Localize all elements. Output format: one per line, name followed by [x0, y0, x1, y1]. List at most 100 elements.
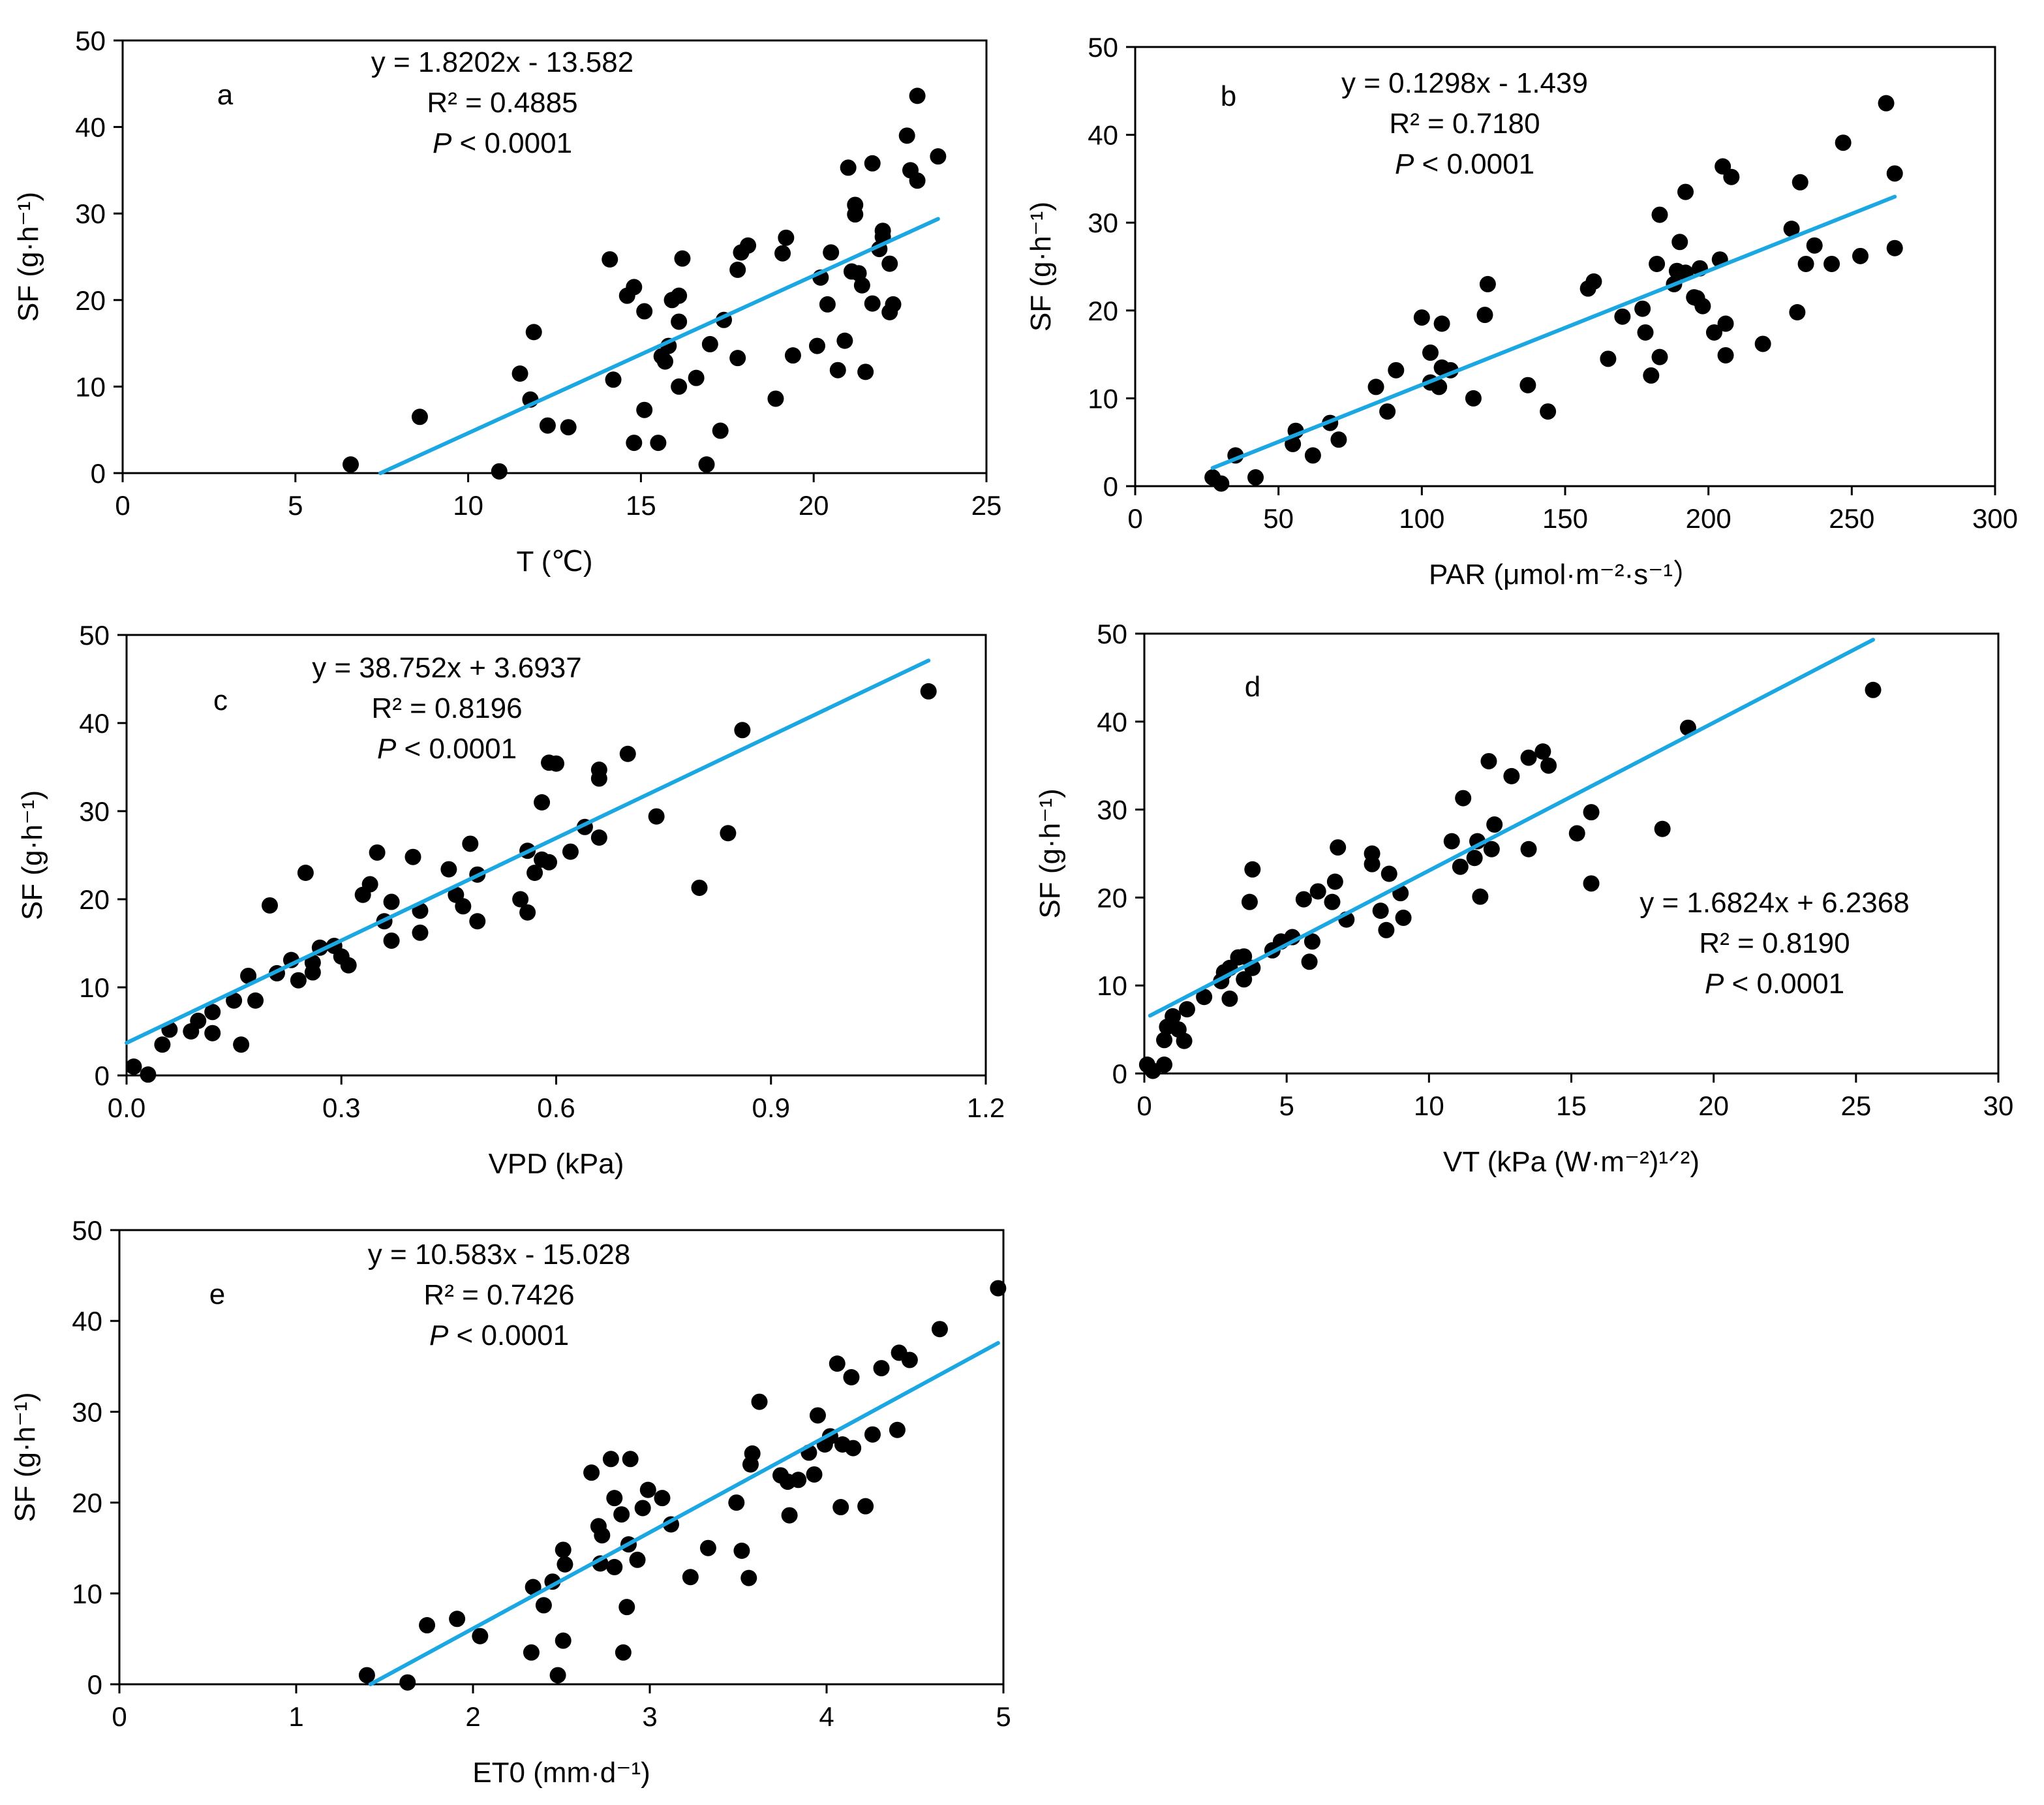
- data-point: [1285, 435, 1302, 452]
- data-point: [1634, 300, 1651, 317]
- x-axis-label: ET0 (mm·d⁻¹): [472, 1757, 650, 1789]
- x-axis-label: T (℃): [516, 546, 592, 578]
- data-point: [1519, 377, 1536, 393]
- data-point: [1717, 347, 1734, 363]
- data-point: [885, 296, 902, 313]
- data-point: [1705, 324, 1722, 341]
- y-tick-label: 20: [72, 1488, 102, 1519]
- x-tick-label: 300: [1972, 503, 2018, 534]
- y-tick-label: 0: [87, 1669, 102, 1700]
- data-point: [369, 844, 386, 861]
- data-point: [622, 1451, 639, 1468]
- data-point: [399, 1674, 416, 1691]
- data-point: [383, 932, 400, 949]
- data-point: [613, 1506, 630, 1523]
- data-point: [419, 1617, 436, 1634]
- data-point: [549, 1667, 566, 1684]
- data-point: [539, 417, 556, 434]
- data-point: [898, 127, 915, 144]
- data-point: [990, 1280, 1007, 1297]
- data-point: [778, 229, 795, 246]
- data-point: [701, 335, 718, 352]
- data-point: [881, 255, 898, 272]
- chart-c: 0.0 0.3 0.6 0.9 1.2 0 10 20 30 40 50 VPD (kPa) SF (g…: [16, 620, 1005, 1180]
- data-point: [889, 1421, 906, 1438]
- regression-equation: y = 1.6824x + 6.2368: [1640, 887, 1909, 919]
- y-tick-label: 10: [72, 1579, 102, 1609]
- data-point: [744, 1445, 761, 1462]
- data-point: [1671, 234, 1688, 251]
- data-point: [1465, 390, 1482, 407]
- data-point: [1717, 315, 1734, 332]
- x-tick-label: 0: [115, 490, 130, 521]
- data-point: [1364, 845, 1380, 862]
- x-tick-label: 50: [1263, 503, 1294, 534]
- y-tick-label: 10: [79, 972, 110, 1003]
- x-tick-label: 0.0: [108, 1092, 145, 1123]
- data-point: [404, 848, 421, 865]
- x-tick-label: 200: [1686, 503, 1731, 534]
- data-point: [1330, 839, 1347, 856]
- data-point: [1380, 865, 1397, 882]
- y-tick-label: 30: [72, 1396, 102, 1427]
- data-point: [729, 350, 746, 367]
- data-point: [874, 223, 891, 239]
- data-point: [1330, 431, 1347, 448]
- data-point: [650, 435, 667, 452]
- data-point: [784, 347, 801, 364]
- data-point: [1309, 883, 1326, 900]
- data-point: [734, 722, 751, 739]
- data-point: [1379, 403, 1396, 420]
- data-point: [1176, 1032, 1193, 1049]
- data-point: [1534, 743, 1551, 760]
- data-point: [411, 409, 428, 425]
- data-point: [740, 237, 757, 254]
- data-point: [1568, 825, 1585, 842]
- data-point: [511, 365, 528, 382]
- x-tick-label: 1.2: [967, 1092, 1005, 1123]
- x-tick-label: 0: [112, 1701, 127, 1732]
- data-point: [605, 371, 622, 388]
- x-tick-label: 20: [799, 490, 829, 521]
- data-point: [340, 957, 357, 974]
- data-point: [525, 1579, 542, 1596]
- data-point: [1304, 933, 1320, 950]
- data-point: [626, 279, 643, 296]
- y-tick-label: 20: [1097, 882, 1127, 913]
- y-tick-label: 0: [95, 1060, 110, 1091]
- data-point: [1178, 1001, 1195, 1018]
- data-point: [1651, 348, 1668, 365]
- data-point: [733, 1542, 750, 1559]
- data-point: [1878, 95, 1895, 112]
- data-point: [1520, 841, 1537, 857]
- x-axis-label: VT (kPa (W·m⁻²)¹ᐟ²): [1443, 1146, 1700, 1178]
- data-point: [1165, 1008, 1182, 1025]
- panel-label: a: [217, 79, 234, 111]
- y-tick-label: 40: [75, 112, 106, 143]
- data-point: [358, 1667, 375, 1684]
- data-point: [819, 296, 836, 313]
- data-point: [1614, 308, 1631, 325]
- y-axis-label: SF (g·h⁻¹): [1034, 788, 1066, 918]
- x-axis-label: PAR (μmol·m⁻²·s⁻¹）: [1429, 559, 1701, 591]
- data-point: [857, 1498, 874, 1515]
- data-point: [472, 1628, 489, 1644]
- data-point: [654, 1490, 671, 1507]
- data-point: [590, 762, 607, 779]
- p-value: P < 0.0001: [429, 1319, 569, 1351]
- data-point: [699, 1539, 716, 1556]
- data-point: [154, 1036, 171, 1053]
- data-point: [832, 1499, 849, 1516]
- data-point: [343, 456, 359, 473]
- x-tick-label: 20: [1698, 1090, 1729, 1121]
- data-point: [190, 1012, 207, 1029]
- data-point: [728, 1494, 745, 1511]
- data-point: [688, 369, 705, 386]
- data-point: [864, 155, 881, 172]
- data-point: [930, 148, 947, 165]
- data-point: [1476, 307, 1493, 324]
- data-point: [682, 1569, 699, 1586]
- y-tick-label: 10: [1097, 970, 1127, 1001]
- data-point: [1466, 850, 1483, 867]
